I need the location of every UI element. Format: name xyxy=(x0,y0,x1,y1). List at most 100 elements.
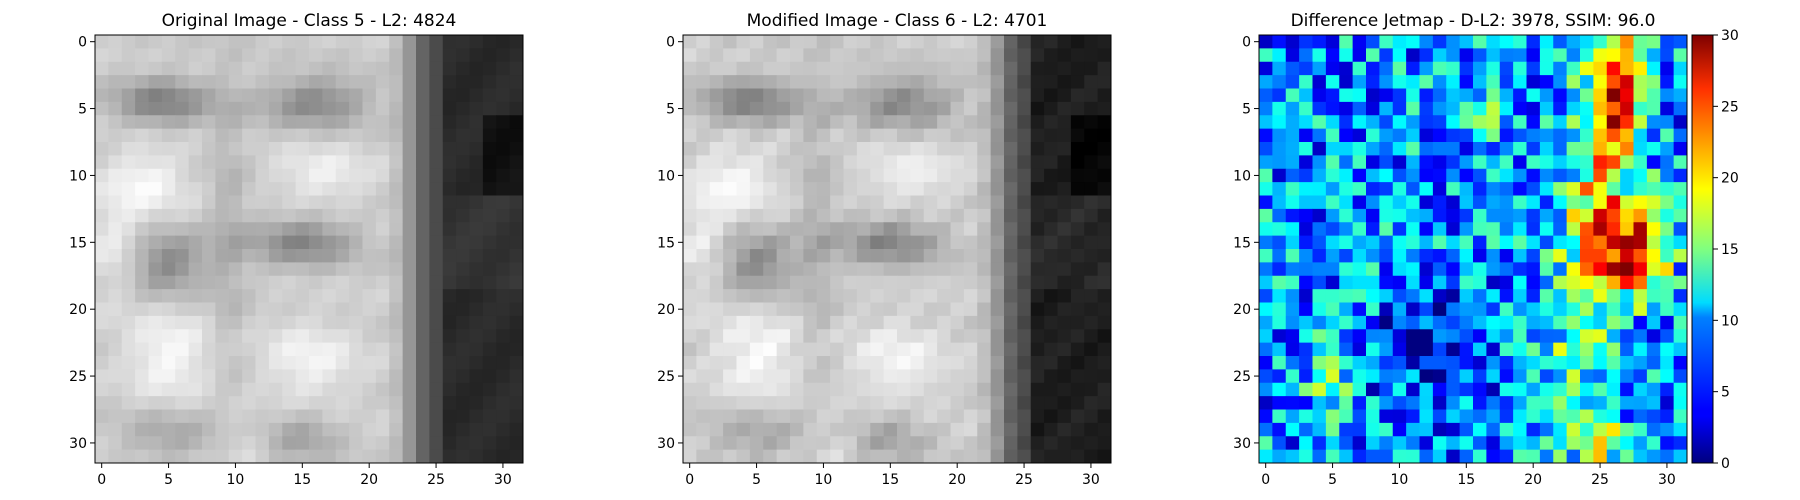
heatmap-cell xyxy=(429,101,444,116)
heatmap-cell xyxy=(696,249,711,263)
heatmap-cell xyxy=(1070,356,1085,370)
heatmap-cell xyxy=(977,155,992,170)
heatmap-cell xyxy=(830,195,844,210)
heatmap-cell xyxy=(1473,142,1487,156)
heatmap-cell xyxy=(1566,155,1581,170)
heatmap-cell xyxy=(776,315,791,330)
heatmap-cell xyxy=(1379,101,1394,116)
heatmap-cell xyxy=(683,48,697,63)
heatmap-cell xyxy=(1406,142,1420,156)
heatmap-cell xyxy=(856,235,871,250)
heatmap-cell xyxy=(335,182,350,196)
heatmap-cell xyxy=(482,275,497,290)
heatmap-cell xyxy=(1473,275,1487,290)
heatmap-cell xyxy=(977,35,992,49)
heatmap-cell xyxy=(202,101,216,116)
heatmap-cell xyxy=(282,315,297,330)
heatmap-cell xyxy=(509,369,524,384)
heatmap-cell xyxy=(1646,356,1661,370)
heatmap-cell xyxy=(1553,235,1568,250)
heatmap-cell xyxy=(1259,382,1273,397)
heatmap-cell xyxy=(937,75,951,89)
heatmap-cell xyxy=(1593,61,1608,76)
heatmap-cell xyxy=(188,88,203,103)
heatmap-cell xyxy=(950,436,965,451)
heatmap-cell xyxy=(803,61,818,76)
heatmap-cell xyxy=(242,88,256,103)
heatmap-cell xyxy=(1004,75,1018,89)
heatmap-cell xyxy=(1593,88,1608,103)
heatmap-cell xyxy=(1660,101,1675,116)
heatmap-cell xyxy=(322,382,337,397)
heatmap-cell xyxy=(282,449,297,464)
heatmap-cell xyxy=(1646,101,1661,116)
heatmap-cell xyxy=(389,168,404,183)
heatmap-cell xyxy=(496,275,511,290)
heatmap-cell xyxy=(309,315,323,330)
heatmap-cell xyxy=(897,329,911,344)
heatmap-cell xyxy=(1539,329,1554,344)
y-tick-label: 0 xyxy=(1242,35,1251,51)
heatmap-cell xyxy=(1070,315,1085,330)
heatmap-cell xyxy=(910,61,925,76)
heatmap-cell xyxy=(897,342,911,357)
heatmap-cell xyxy=(963,61,978,76)
heatmap-cell xyxy=(215,329,230,344)
heatmap-cell xyxy=(1325,235,1340,250)
heatmap-cell xyxy=(937,155,951,170)
heatmap-cell xyxy=(456,208,470,223)
heatmap-cell xyxy=(1539,422,1554,437)
heatmap-cell xyxy=(469,35,484,49)
heatmap-cell xyxy=(1004,208,1018,223)
heatmap-cell xyxy=(977,449,992,464)
heatmap-cell xyxy=(1446,342,1461,357)
heatmap-cell xyxy=(937,409,951,424)
heatmap-cell xyxy=(763,302,778,317)
heatmap-cell xyxy=(1017,101,1032,116)
heatmap-cell xyxy=(1070,235,1085,250)
heatmap-cell xyxy=(469,422,484,437)
heatmap-cell xyxy=(242,195,256,210)
heatmap-cell xyxy=(1044,275,1058,290)
heatmap-cell xyxy=(1446,422,1461,437)
heatmap-cell xyxy=(95,329,109,344)
heatmap-cell xyxy=(990,115,1005,130)
heatmap-cell xyxy=(1526,48,1541,63)
heatmap-cell xyxy=(1620,382,1634,397)
heatmap-cell xyxy=(1339,101,1354,116)
heatmap-cell xyxy=(923,75,938,89)
heatmap-cell xyxy=(816,182,831,196)
heatmap-cell xyxy=(790,449,804,464)
heatmap-cell xyxy=(1553,449,1568,464)
heatmap-cell xyxy=(1097,61,1112,76)
heatmap-cell xyxy=(1660,369,1675,384)
heatmap-cell xyxy=(496,142,511,156)
heatmap-cell xyxy=(416,222,430,237)
heatmap-cell xyxy=(1620,249,1634,263)
heatmap-cell xyxy=(469,222,484,237)
heatmap-cell xyxy=(1499,168,1514,183)
heatmap-cell xyxy=(1030,382,1045,397)
heatmap-cell xyxy=(723,436,737,451)
heatmap-cell xyxy=(736,275,751,290)
heatmap-cell xyxy=(509,168,524,183)
heatmap-cell xyxy=(416,88,430,103)
heatmap-cell xyxy=(1084,128,1099,143)
heatmap-cell xyxy=(1084,208,1099,223)
heatmap-cell xyxy=(1513,208,1527,223)
heatmap-cell xyxy=(1406,262,1420,277)
heatmap-cell xyxy=(830,275,844,290)
heatmap-cell xyxy=(790,409,804,424)
heatmap-cell xyxy=(1030,195,1045,210)
heatmap-cell xyxy=(1030,222,1045,237)
heatmap-cell xyxy=(696,449,711,464)
heatmap-cell xyxy=(322,449,337,464)
heatmap-cell xyxy=(335,315,350,330)
heatmap-cell xyxy=(108,128,123,143)
heatmap-cell xyxy=(1620,262,1634,277)
heatmap-cell xyxy=(1673,315,1688,330)
heatmap-cell xyxy=(496,382,511,397)
heatmap-cell xyxy=(1486,222,1501,237)
heatmap-cell xyxy=(456,115,470,130)
